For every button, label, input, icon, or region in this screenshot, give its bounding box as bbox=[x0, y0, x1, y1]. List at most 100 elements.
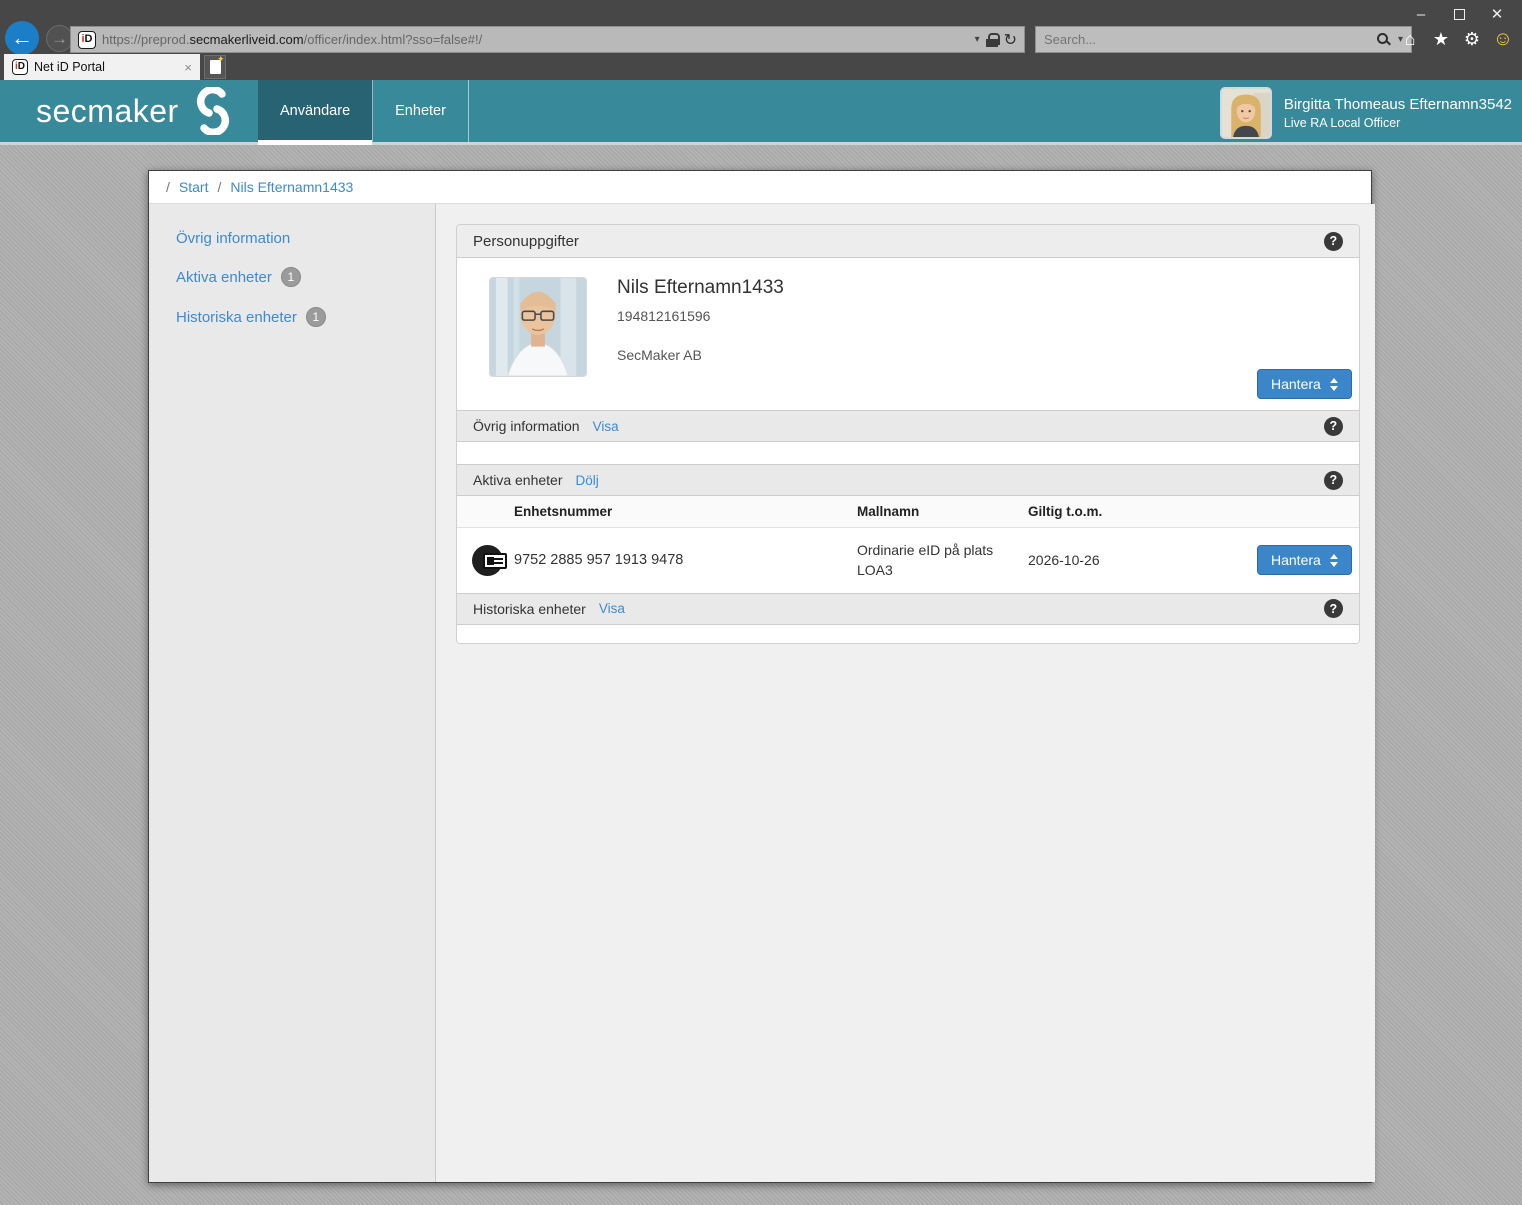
device-template-line1: Ordinarie eID på plats bbox=[857, 542, 994, 558]
user-role: Live RA Local Officer bbox=[1283, 116, 1401, 130]
new-tab-icon bbox=[209, 54, 225, 74]
toggle-dolj-link[interactable]: Dölj bbox=[575, 472, 599, 488]
sidebar-item-historiska-enheter[interactable]: Historiska enheter 1 bbox=[176, 307, 435, 327]
user-meta: Birgitta Thomeaus Efternamn3542 Live RA … bbox=[1284, 96, 1512, 130]
maximize-icon bbox=[1453, 8, 1465, 20]
home-icon[interactable]: ⌂ bbox=[1404, 29, 1416, 49]
sidebar-item-label: Övrig information bbox=[176, 230, 291, 247]
card-title: Personuppgifter bbox=[473, 232, 579, 250]
close-button[interactable]: ✕ bbox=[1490, 6, 1504, 23]
device-number: 9752 2885 957 1913 9478 bbox=[514, 552, 684, 569]
page-background: / Start / Nils Efternamn1433 Övrig infor… bbox=[0, 145, 1522, 1205]
search-input[interactable] bbox=[1044, 32, 1369, 47]
spacer bbox=[457, 442, 1359, 464]
forward-button[interactable]: → bbox=[46, 25, 73, 52]
tab-close-icon[interactable]: × bbox=[184, 59, 192, 75]
refresh-icon[interactable]: ↻ bbox=[1003, 31, 1017, 49]
maximize-button[interactable] bbox=[1444, 2, 1474, 26]
new-tab-button[interactable] bbox=[204, 54, 226, 79]
manage-button-label: Hantera bbox=[1271, 376, 1321, 392]
person-card-header: Personuppgifter ? bbox=[457, 225, 1359, 258]
person-organization: SecMaker AB bbox=[617, 347, 702, 363]
nav-tab-anvandare[interactable]: Användare bbox=[258, 80, 374, 145]
count-badge: 1 bbox=[305, 307, 326, 327]
section-aktiva-enheter: Aktiva enheter Dölj ? bbox=[457, 464, 1359, 496]
profile-photo bbox=[489, 277, 587, 377]
breadcrumb-start[interactable]: Start bbox=[178, 179, 209, 195]
toggle-visa-link[interactable]: Visa bbox=[592, 418, 619, 434]
nav-tab-enheter[interactable]: Enheter bbox=[373, 80, 469, 142]
column-header-giltig: Giltig t.o.m. bbox=[1028, 504, 1103, 519]
device-template: Ordinarie eID på plats LOA3 bbox=[857, 540, 1028, 581]
back-button[interactable]: ← bbox=[5, 21, 39, 55]
section-ovrig-information: Övrig information Visa ? bbox=[457, 410, 1359, 442]
count-badge: 1 bbox=[280, 267, 301, 287]
url-domain: secmakerliveid.com bbox=[189, 32, 304, 47]
sidebar-item-label: Historiska enheter bbox=[176, 308, 297, 326]
person-info: Nils Efternamn1433 194812161596 SecMaker… bbox=[617, 277, 1343, 363]
user-avatar bbox=[1219, 87, 1272, 139]
url-prefix: https://preprod. bbox=[102, 32, 190, 47]
device-valid-to: 2026-10-26 bbox=[1028, 552, 1100, 569]
manage-device-button[interactable]: Hantera bbox=[1257, 545, 1352, 576]
breadcrumb-current-user[interactable]: Nils Efternamn1433 bbox=[230, 179, 354, 195]
help-icon[interactable]: ? bbox=[1323, 231, 1343, 251]
sidebar-item-aktiva-enheter[interactable]: Aktiva enheter 1 bbox=[176, 267, 435, 287]
sidebar-item-ovrig-information[interactable]: Övrig information bbox=[176, 230, 435, 247]
url-text[interactable]: https://preprod.secmakerliveid.com/offic… bbox=[102, 32, 969, 47]
search-dropdown-icon[interactable]: ▾ bbox=[1397, 34, 1403, 45]
up-down-arrows-icon bbox=[1329, 377, 1338, 391]
minimize-button[interactable]: – bbox=[1416, 5, 1426, 23]
person-name: Nils Efternamn1433 bbox=[617, 277, 784, 298]
site-header: secmaker Användare Enheter Birgitta Thom bbox=[0, 80, 1522, 145]
manage-button-label: Hantera bbox=[1271, 552, 1321, 569]
logged-in-user[interactable]: Birgitta Thomeaus Efternamn3542 Live RA … bbox=[1219, 87, 1512, 139]
section-title: Aktiva enheter bbox=[473, 472, 563, 488]
help-icon[interactable]: ? bbox=[1323, 416, 1343, 436]
search-box[interactable]: ▾ bbox=[1035, 26, 1412, 53]
browser-toolbar-icons: ⌂ ★ ⚙ ☺ bbox=[1399, 26, 1514, 53]
devices-table-header: Enhetsnummer Mallnamn Giltig t.o.m. bbox=[457, 496, 1359, 528]
manage-person-button[interactable]: Hantera bbox=[1257, 369, 1352, 399]
secmaker-logo-text: secmaker bbox=[36, 92, 179, 129]
settings-icon[interactable]: ⚙ bbox=[1463, 29, 1481, 49]
person-details: Nils Efternamn1433 194812161596 SecMaker… bbox=[457, 258, 1359, 410]
main-area: Personuppgifter ? bbox=[436, 204, 1375, 1182]
lock-icon bbox=[985, 32, 1000, 47]
person-personal-number: 194812161596 bbox=[617, 308, 711, 324]
help-icon[interactable]: ? bbox=[1323, 470, 1343, 490]
device-table-row: 9752 2885 957 1913 9478 Ordinarie eID på… bbox=[457, 528, 1359, 593]
column-header-mallnamn: Mallnamn bbox=[857, 504, 920, 519]
column-header-enhetsnummer: Enhetsnummer bbox=[514, 504, 613, 519]
breadcrumb-separator: / bbox=[166, 179, 170, 195]
panel-body: Övrig information Aktiva enheter 1 Histo… bbox=[149, 204, 1375, 1182]
url-path: /officer/index.html?sso=false#!/ bbox=[303, 32, 483, 47]
toggle-visa-link[interactable]: Visa bbox=[598, 601, 625, 617]
up-down-arrows-icon bbox=[1329, 553, 1338, 567]
window-controls: – ✕ bbox=[1406, 2, 1512, 26]
sidebar: Övrig information Aktiva enheter 1 Histo… bbox=[149, 204, 436, 1182]
secmaker-logo[interactable]: secmaker bbox=[36, 80, 235, 142]
help-icon[interactable]: ? bbox=[1323, 599, 1343, 619]
user-name: Birgitta Thomeaus Efternamn3542 bbox=[1283, 96, 1512, 113]
favorites-icon[interactable]: ★ bbox=[1432, 29, 1450, 49]
content-panel: / Start / Nils Efternamn1433 Övrig infor… bbox=[148, 170, 1375, 1183]
tab-title: Net iD Portal bbox=[34, 60, 105, 74]
sidebar-item-label: Aktiva enheter bbox=[176, 268, 272, 286]
person-card: Personuppgifter ? bbox=[456, 224, 1360, 644]
secmaker-logo-icon bbox=[196, 87, 229, 135]
main-nav: Användare Enheter bbox=[258, 80, 469, 145]
section-title: Historiska enheter bbox=[473, 600, 586, 617]
id-card-icon bbox=[472, 544, 507, 576]
device-template-line2: LOA3 bbox=[857, 562, 893, 579]
section-title: Övrig information bbox=[473, 418, 580, 434]
feedback-smiley-icon[interactable]: ☺ bbox=[1492, 28, 1514, 50]
url-dropdown-icon[interactable]: ▾ bbox=[974, 34, 980, 45]
search-icon[interactable] bbox=[1376, 32, 1391, 47]
section-historiska-enheter: Historiska enheter Visa ? bbox=[457, 592, 1359, 625]
